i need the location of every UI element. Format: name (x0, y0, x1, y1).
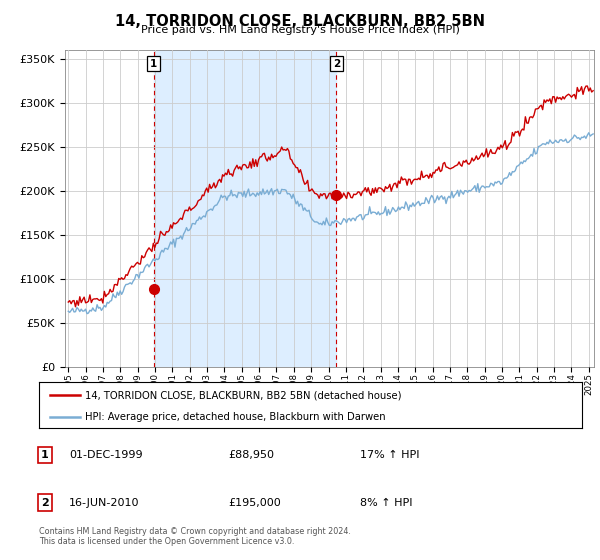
Text: 17% ↑ HPI: 17% ↑ HPI (360, 450, 419, 460)
Text: 01-DEC-1999: 01-DEC-1999 (69, 450, 143, 460)
Text: 1: 1 (150, 59, 157, 68)
Text: 14, TORRIDON CLOSE, BLACKBURN, BB2 5BN: 14, TORRIDON CLOSE, BLACKBURN, BB2 5BN (115, 14, 485, 29)
Text: £195,000: £195,000 (228, 498, 281, 507)
Text: 8% ↑ HPI: 8% ↑ HPI (360, 498, 413, 507)
Text: Contains HM Land Registry data © Crown copyright and database right 2024.
This d: Contains HM Land Registry data © Crown c… (39, 526, 351, 546)
Text: £88,950: £88,950 (228, 450, 274, 460)
Text: 2: 2 (41, 498, 49, 507)
Text: 14, TORRIDON CLOSE, BLACKBURN, BB2 5BN (detached house): 14, TORRIDON CLOSE, BLACKBURN, BB2 5BN (… (85, 390, 401, 400)
Text: 16-JUN-2010: 16-JUN-2010 (69, 498, 139, 507)
Text: 1: 1 (41, 450, 49, 460)
Text: 2: 2 (333, 59, 340, 68)
Bar (154, 50, 337, 367)
Text: HPI: Average price, detached house, Blackburn with Darwen: HPI: Average price, detached house, Blac… (85, 412, 386, 422)
Text: Price paid vs. HM Land Registry's House Price Index (HPI): Price paid vs. HM Land Registry's House … (140, 25, 460, 35)
